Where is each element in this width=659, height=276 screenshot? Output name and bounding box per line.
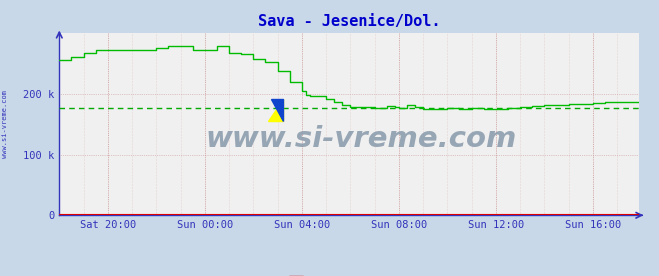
Text: www.si-vreme.com: www.si-vreme.com — [205, 125, 517, 153]
Title: Sava - Jesenice/Dol.: Sava - Jesenice/Dol. — [258, 14, 440, 29]
Legend: temperature[F], flow[foot3/min]: temperature[F], flow[foot3/min] — [285, 272, 414, 276]
Text: www.si-vreme.com: www.si-vreme.com — [2, 90, 9, 158]
Polygon shape — [271, 99, 283, 121]
Polygon shape — [268, 99, 283, 121]
